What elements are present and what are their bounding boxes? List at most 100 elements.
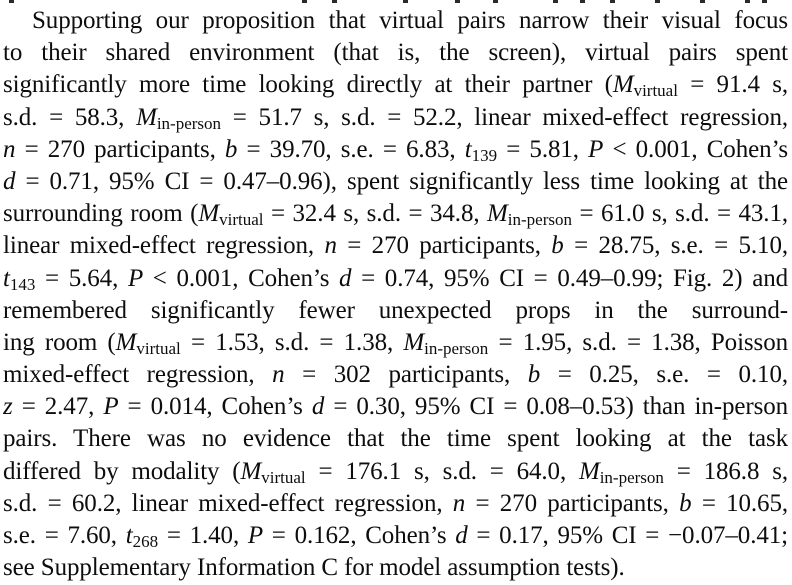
subscript: virtual — [219, 210, 264, 230]
text-segment: = 1.40, — [158, 522, 248, 549]
subscript: in-person — [424, 338, 489, 358]
text-line: d = 0.71, 95% CI = 0.47–0.96), spent sig… — [3, 166, 788, 198]
text-segment: = 186.8 s, — [663, 457, 788, 485]
stat-symbol: n — [272, 361, 285, 389]
text-segment: remembered significantly fewer unexpecte… — [3, 296, 788, 324]
stat-symbol: P — [127, 264, 144, 292]
stat-symbol: M — [578, 457, 600, 485]
text-segment: significantly more time looking directly… — [3, 71, 613, 99]
remnant-mark — [610, 0, 615, 3]
remnant-mark — [332, 0, 337, 3]
text-segment: Supporting our proposition that virtual … — [32, 7, 788, 34]
remnant-mark — [553, 0, 558, 3]
article-paragraph: Supporting our proposition that virtual … — [3, 5, 788, 584]
text-segment: = 270 participants, — [15, 135, 225, 163]
text-line: n = 270 participants, b = 39.70, s.e. = … — [3, 134, 788, 166]
text-line: ing room (Mvirtual = 1.53, s.d. = 1.38, … — [3, 327, 788, 359]
subscript: 139 — [471, 145, 498, 165]
stat-symbol: b — [679, 489, 692, 517]
text-segment: differed by modality ( — [3, 457, 241, 485]
stat-symbol: M — [240, 457, 262, 485]
stat-symbol: M — [612, 71, 634, 99]
subscript: in-person — [599, 467, 664, 487]
remnant-mark — [302, 0, 307, 3]
text-line: z = 2.47, P = 0.014, Cohen’s d = 0.30, 9… — [3, 391, 788, 423]
text-segment: = 28.75, s.e. = 5.10, — [563, 232, 788, 260]
text-segment: s.d. = 60.2, linear mixed-effect regress… — [3, 489, 453, 517]
text-segment: see Supplementary Information C for mode… — [3, 554, 625, 582]
remnant-mark — [580, 0, 585, 3]
text-line: remembered significantly fewer unexpecte… — [3, 295, 788, 327]
text-line: surrounding room ( Mvirtual = 32.4 s, s.d… — [3, 198, 788, 230]
text-line: see Supplementary Information C for mode… — [3, 552, 788, 584]
text-segment: to their shared environment (that is, th… — [3, 39, 788, 67]
stat-symbol: t — [3, 264, 10, 292]
text-segment: = 5.64, — [35, 264, 128, 292]
text-segment: < 0.001, Cohen’s — [603, 135, 788, 163]
stat-symbol: M — [115, 328, 137, 356]
text-segment: = 61.0 s, s.d. = 43.1, — [571, 200, 788, 228]
text-segment: = 0.25, s.e. = 0.10, — [540, 361, 788, 389]
cropped-previous-line-remnant — [0, 0, 792, 5]
stat-symbol: b — [224, 135, 238, 163]
stat-symbol: t — [125, 522, 133, 549]
stat-symbol: d — [3, 167, 16, 195]
text-segment: = 1.95, s.d. = 1.38, Poisson — [488, 328, 788, 356]
stat-symbol: M — [487, 200, 508, 228]
text-line: s.d. = 58.3, Min-person = 51.7 s, s.d. =… — [3, 102, 788, 134]
text-line: significantly more time looking directly… — [3, 69, 788, 101]
remnant-mark — [700, 0, 705, 3]
subscript: 268 — [132, 532, 159, 551]
text-segment: = 0.74, 95% CI = 0.49–0.99; Fig. 2) and — [351, 264, 788, 292]
text-line: pairs. There was no evidence that the ti… — [3, 423, 788, 455]
text-segment: = 32.4 s, s.d. = 34.8, — [263, 200, 488, 228]
stat-symbol: P — [588, 135, 604, 163]
text-segment: s.e. = 7.60, — [3, 522, 126, 549]
stat-symbol: d — [311, 393, 325, 421]
remnant-mark — [762, 0, 767, 3]
text-segment: pairs. There was no evidence that the ti… — [3, 425, 788, 453]
subscript: in-person — [156, 113, 222, 133]
remnant-mark — [655, 0, 660, 3]
stat-symbol: P — [103, 393, 119, 421]
text-segment: = 10.65, — [691, 489, 788, 517]
stat-symbol: P — [247, 522, 264, 549]
subscript: in-person — [507, 210, 572, 230]
text-segment: = 176.1 s, s.d. = 64.0, — [305, 457, 579, 485]
text-line: to their shared environment (that is, th… — [3, 37, 788, 69]
text-segment: = 0.30, 95% CI = 0.08–0.53) than in-pers… — [324, 393, 788, 421]
text-segment: < 0.001, Cohen’s — [143, 264, 340, 292]
text-segment: = 5.81, — [497, 135, 589, 163]
stat-symbol: n — [452, 489, 466, 517]
text-line: mixed-effect regression, n = 302 partici… — [3, 359, 788, 391]
stat-symbol: d — [339, 264, 352, 292]
text-segment: = 270 participants, — [465, 489, 680, 517]
subscript: 143 — [9, 274, 36, 294]
text-line: Supporting our proposition that virtual … — [3, 5, 788, 37]
text-line: linear mixed-effect regression, n = 270 … — [3, 230, 788, 262]
text-segment: = 91.4 s, — [677, 71, 788, 99]
text-segment: mixed-effect regression, — [3, 361, 273, 389]
text-segment: = 51.7 s, s.d. = 52.2, linear mixed-effe… — [221, 103, 788, 131]
text-line: s.e. = 7.60, t268 = 1.40, P = 0.162, Coh… — [3, 520, 788, 552]
text-segment: = 0.014, Cohen’s — [118, 393, 312, 421]
stat-symbol: b — [527, 361, 541, 389]
text-segment: = 39.70, s.e. = 6.83, — [237, 135, 465, 163]
text-segment: = 0.71, 95% CI = 0.47–0.96), spent signi… — [15, 167, 788, 195]
stat-symbol: t — [464, 135, 472, 163]
text-segment: = 2.47, — [12, 393, 104, 421]
remnant-mark — [745, 0, 750, 3]
subscript: virtual — [633, 81, 678, 101]
text-segment: = 302 participants, — [284, 361, 528, 389]
stat-symbol: n — [324, 232, 337, 260]
stat-symbol: z — [3, 393, 13, 421]
text-segment: surrounding room ( — [3, 200, 199, 228]
text-segment: ing room ( — [3, 328, 116, 356]
text-segment: = 270 participants, — [336, 232, 552, 260]
stat-symbol: M — [136, 103, 157, 131]
text-segment: linear mixed-effect regression, — [3, 232, 325, 260]
remnant-mark — [455, 0, 460, 3]
remnant-mark — [403, 0, 408, 3]
text-line: t143 = 5.64, P < 0.001, Cohen’s d = 0.74… — [3, 263, 788, 295]
remnant-mark — [9, 0, 14, 3]
